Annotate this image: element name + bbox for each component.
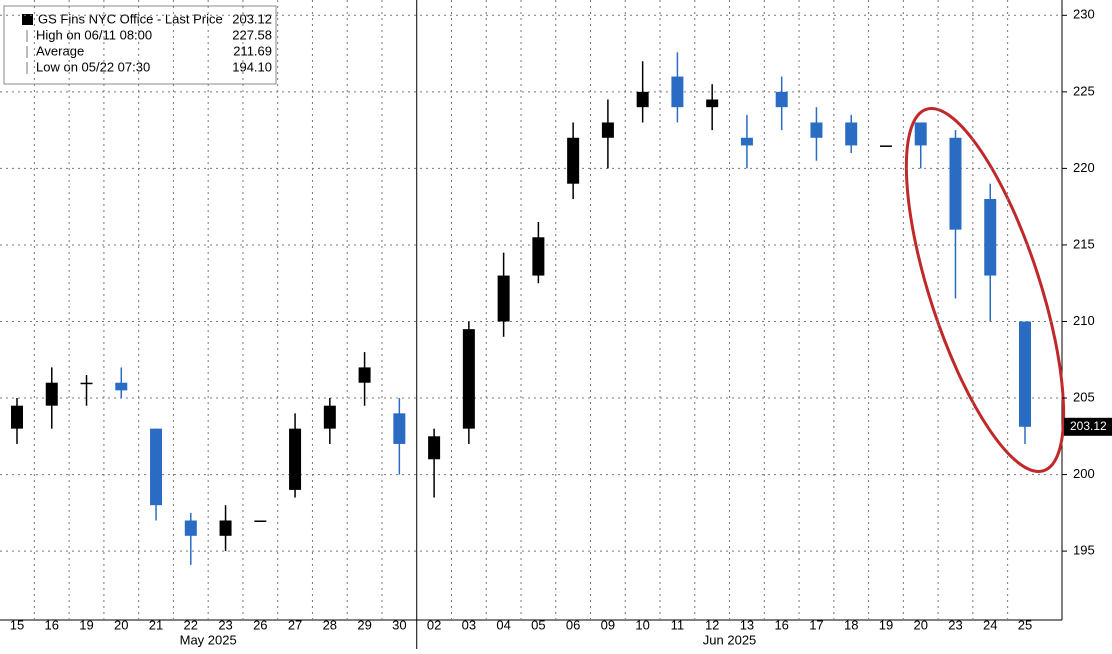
x-tick-label: 29 xyxy=(357,617,371,632)
legend-label: Low on 05/22 07:30 xyxy=(36,59,150,74)
candle-body xyxy=(706,99,719,108)
x-tick-label: 05 xyxy=(531,617,545,632)
x-tick-label: 30 xyxy=(392,617,406,632)
legend-value: 194.10 xyxy=(232,59,272,74)
y-tick-label: 195 xyxy=(1073,543,1095,558)
candle-body xyxy=(671,76,684,108)
x-tick-label: 03 xyxy=(462,617,476,632)
candle-body xyxy=(949,137,962,230)
legend-label: Average xyxy=(36,43,84,58)
legend-value: 227.58 xyxy=(232,27,272,42)
x-tick-label: 25 xyxy=(1018,617,1032,632)
x-tick-label: 19 xyxy=(79,617,93,632)
x-tick-label: 12 xyxy=(705,617,719,632)
x-tick-label: 23 xyxy=(948,617,962,632)
candle-body xyxy=(45,382,58,406)
candle-body xyxy=(636,91,649,108)
last-price-label: 203.12 xyxy=(1070,419,1107,433)
y-tick-label: 230 xyxy=(1073,7,1095,22)
candle-body xyxy=(323,405,336,429)
y-tick-label: 220 xyxy=(1073,160,1095,175)
x-tick-label: 02 xyxy=(427,617,441,632)
candle-body xyxy=(289,428,302,490)
candle-body xyxy=(740,137,753,146)
x-tick-label: 28 xyxy=(323,617,337,632)
x-tick-label: 06 xyxy=(566,617,580,632)
candle-body xyxy=(80,382,93,385)
legend-swatch xyxy=(22,14,33,25)
x-tick-label: 10 xyxy=(635,617,649,632)
y-tick-label: 200 xyxy=(1073,466,1095,481)
x-tick-label: 26 xyxy=(253,617,267,632)
candle-body xyxy=(567,137,580,184)
candle-body xyxy=(879,145,892,147)
candle-body xyxy=(775,91,788,108)
x-tick-label: 19 xyxy=(879,617,893,632)
candle-body xyxy=(115,382,128,391)
candle-body xyxy=(219,520,232,536)
x-tick-label: 27 xyxy=(288,617,302,632)
x-tick-label: 16 xyxy=(45,617,59,632)
x-tick-label: 22 xyxy=(184,617,198,632)
candle-body xyxy=(462,329,475,429)
highlight-ellipse xyxy=(904,107,1066,473)
legend-value: 203.12 xyxy=(232,11,272,26)
x-tick-label: 09 xyxy=(601,617,615,632)
legend-label: High on 06/11 08:00 xyxy=(36,27,152,42)
candle-body xyxy=(810,122,823,138)
candle-body xyxy=(150,428,163,506)
candle-body xyxy=(428,436,441,460)
y-tick-label: 205 xyxy=(1073,389,1095,404)
candle-body xyxy=(184,520,197,536)
x-tick-label: 15 xyxy=(10,617,24,632)
y-tick-label: 210 xyxy=(1073,313,1095,328)
candle-body xyxy=(914,122,927,146)
month-label: Jun 2025 xyxy=(703,632,757,647)
candle-body xyxy=(358,367,371,383)
x-tick-label: 20 xyxy=(114,617,128,632)
x-tick-label: 23 xyxy=(218,617,232,632)
x-tick-label: 20 xyxy=(913,617,927,632)
x-tick-label: 13 xyxy=(740,617,754,632)
candle-body xyxy=(532,237,545,276)
x-tick-label: 11 xyxy=(671,617,685,632)
x-tick-label: 18 xyxy=(844,617,858,632)
x-tick-label: 24 xyxy=(983,617,997,632)
y-tick-label: 215 xyxy=(1073,236,1095,251)
month-label: May 2025 xyxy=(180,632,237,647)
legend-value: 211.69 xyxy=(233,43,272,58)
legend-label: GS Fins NYC Office - Last Price xyxy=(38,11,223,26)
legend-box xyxy=(3,5,277,85)
candle-body xyxy=(984,199,997,276)
candle-body xyxy=(11,405,23,429)
candle-body xyxy=(601,122,614,138)
legend: GS Fins NYC Office - Last Price 203.12 Hig… xyxy=(3,5,277,85)
candle-body xyxy=(1019,321,1031,427)
candle-body xyxy=(254,520,267,522)
x-tick-label: 16 xyxy=(774,617,788,632)
candle-body xyxy=(393,413,406,444)
x-tick-label: 04 xyxy=(496,617,510,632)
candle-body xyxy=(497,275,510,322)
last-price-tag xyxy=(1064,417,1112,436)
candle-body xyxy=(845,122,858,146)
x-tick-label: 21 xyxy=(149,617,163,632)
y-tick-label: 225 xyxy=(1073,83,1095,98)
x-tick-label: 17 xyxy=(809,617,823,632)
